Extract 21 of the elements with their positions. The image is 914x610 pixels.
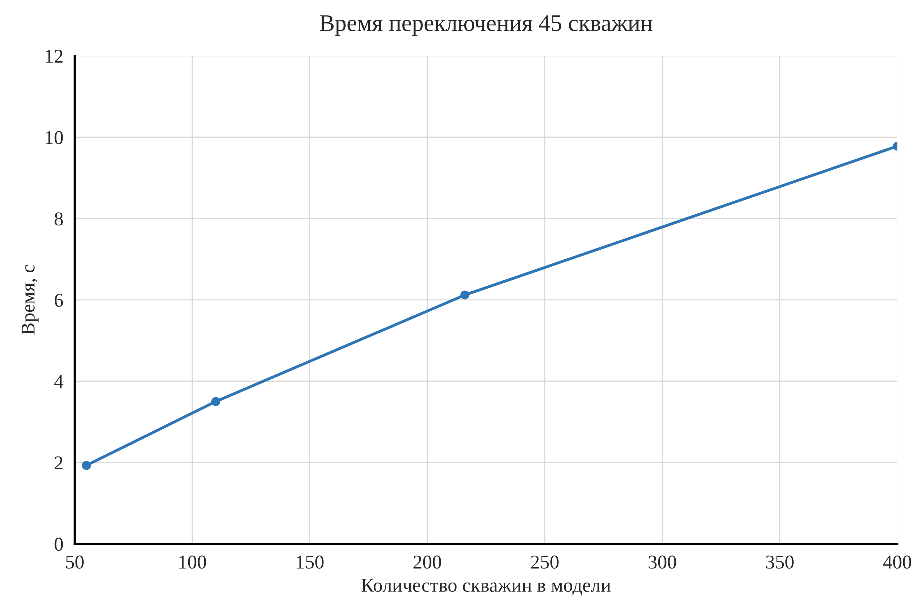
x-tick-label: 200 <box>414 556 442 569</box>
y-tick-label: 10 <box>46 131 64 144</box>
x-tick-label: 250 <box>531 556 559 569</box>
x-axis-title: Количество скважин в модели <box>362 579 611 596</box>
x-tick-label: 50 <box>66 556 84 569</box>
point <box>460 290 470 300</box>
x-tick-label: 300 <box>648 556 676 569</box>
y-tick-label: 0 <box>54 538 64 552</box>
y-tick-label: 4 <box>54 375 64 388</box>
y-axis-title: Время, с <box>22 265 39 336</box>
y-tick-label: 6 <box>54 294 64 308</box>
x-tick-label: 100 <box>180 556 206 569</box>
y-tick-label: 2 <box>54 456 63 470</box>
y-tick-label: 12 <box>46 50 63 63</box>
y-tick-label: 8 <box>54 212 64 226</box>
x-tick-label: 400 <box>883 556 912 569</box>
x-tick-label: 350 <box>766 556 794 569</box>
x-tick-label: 150 <box>297 556 324 569</box>
point <box>211 397 220 406</box>
chart-title: Время переключения 45 скважин <box>320 16 653 36</box>
point <box>82 461 92 470</box>
